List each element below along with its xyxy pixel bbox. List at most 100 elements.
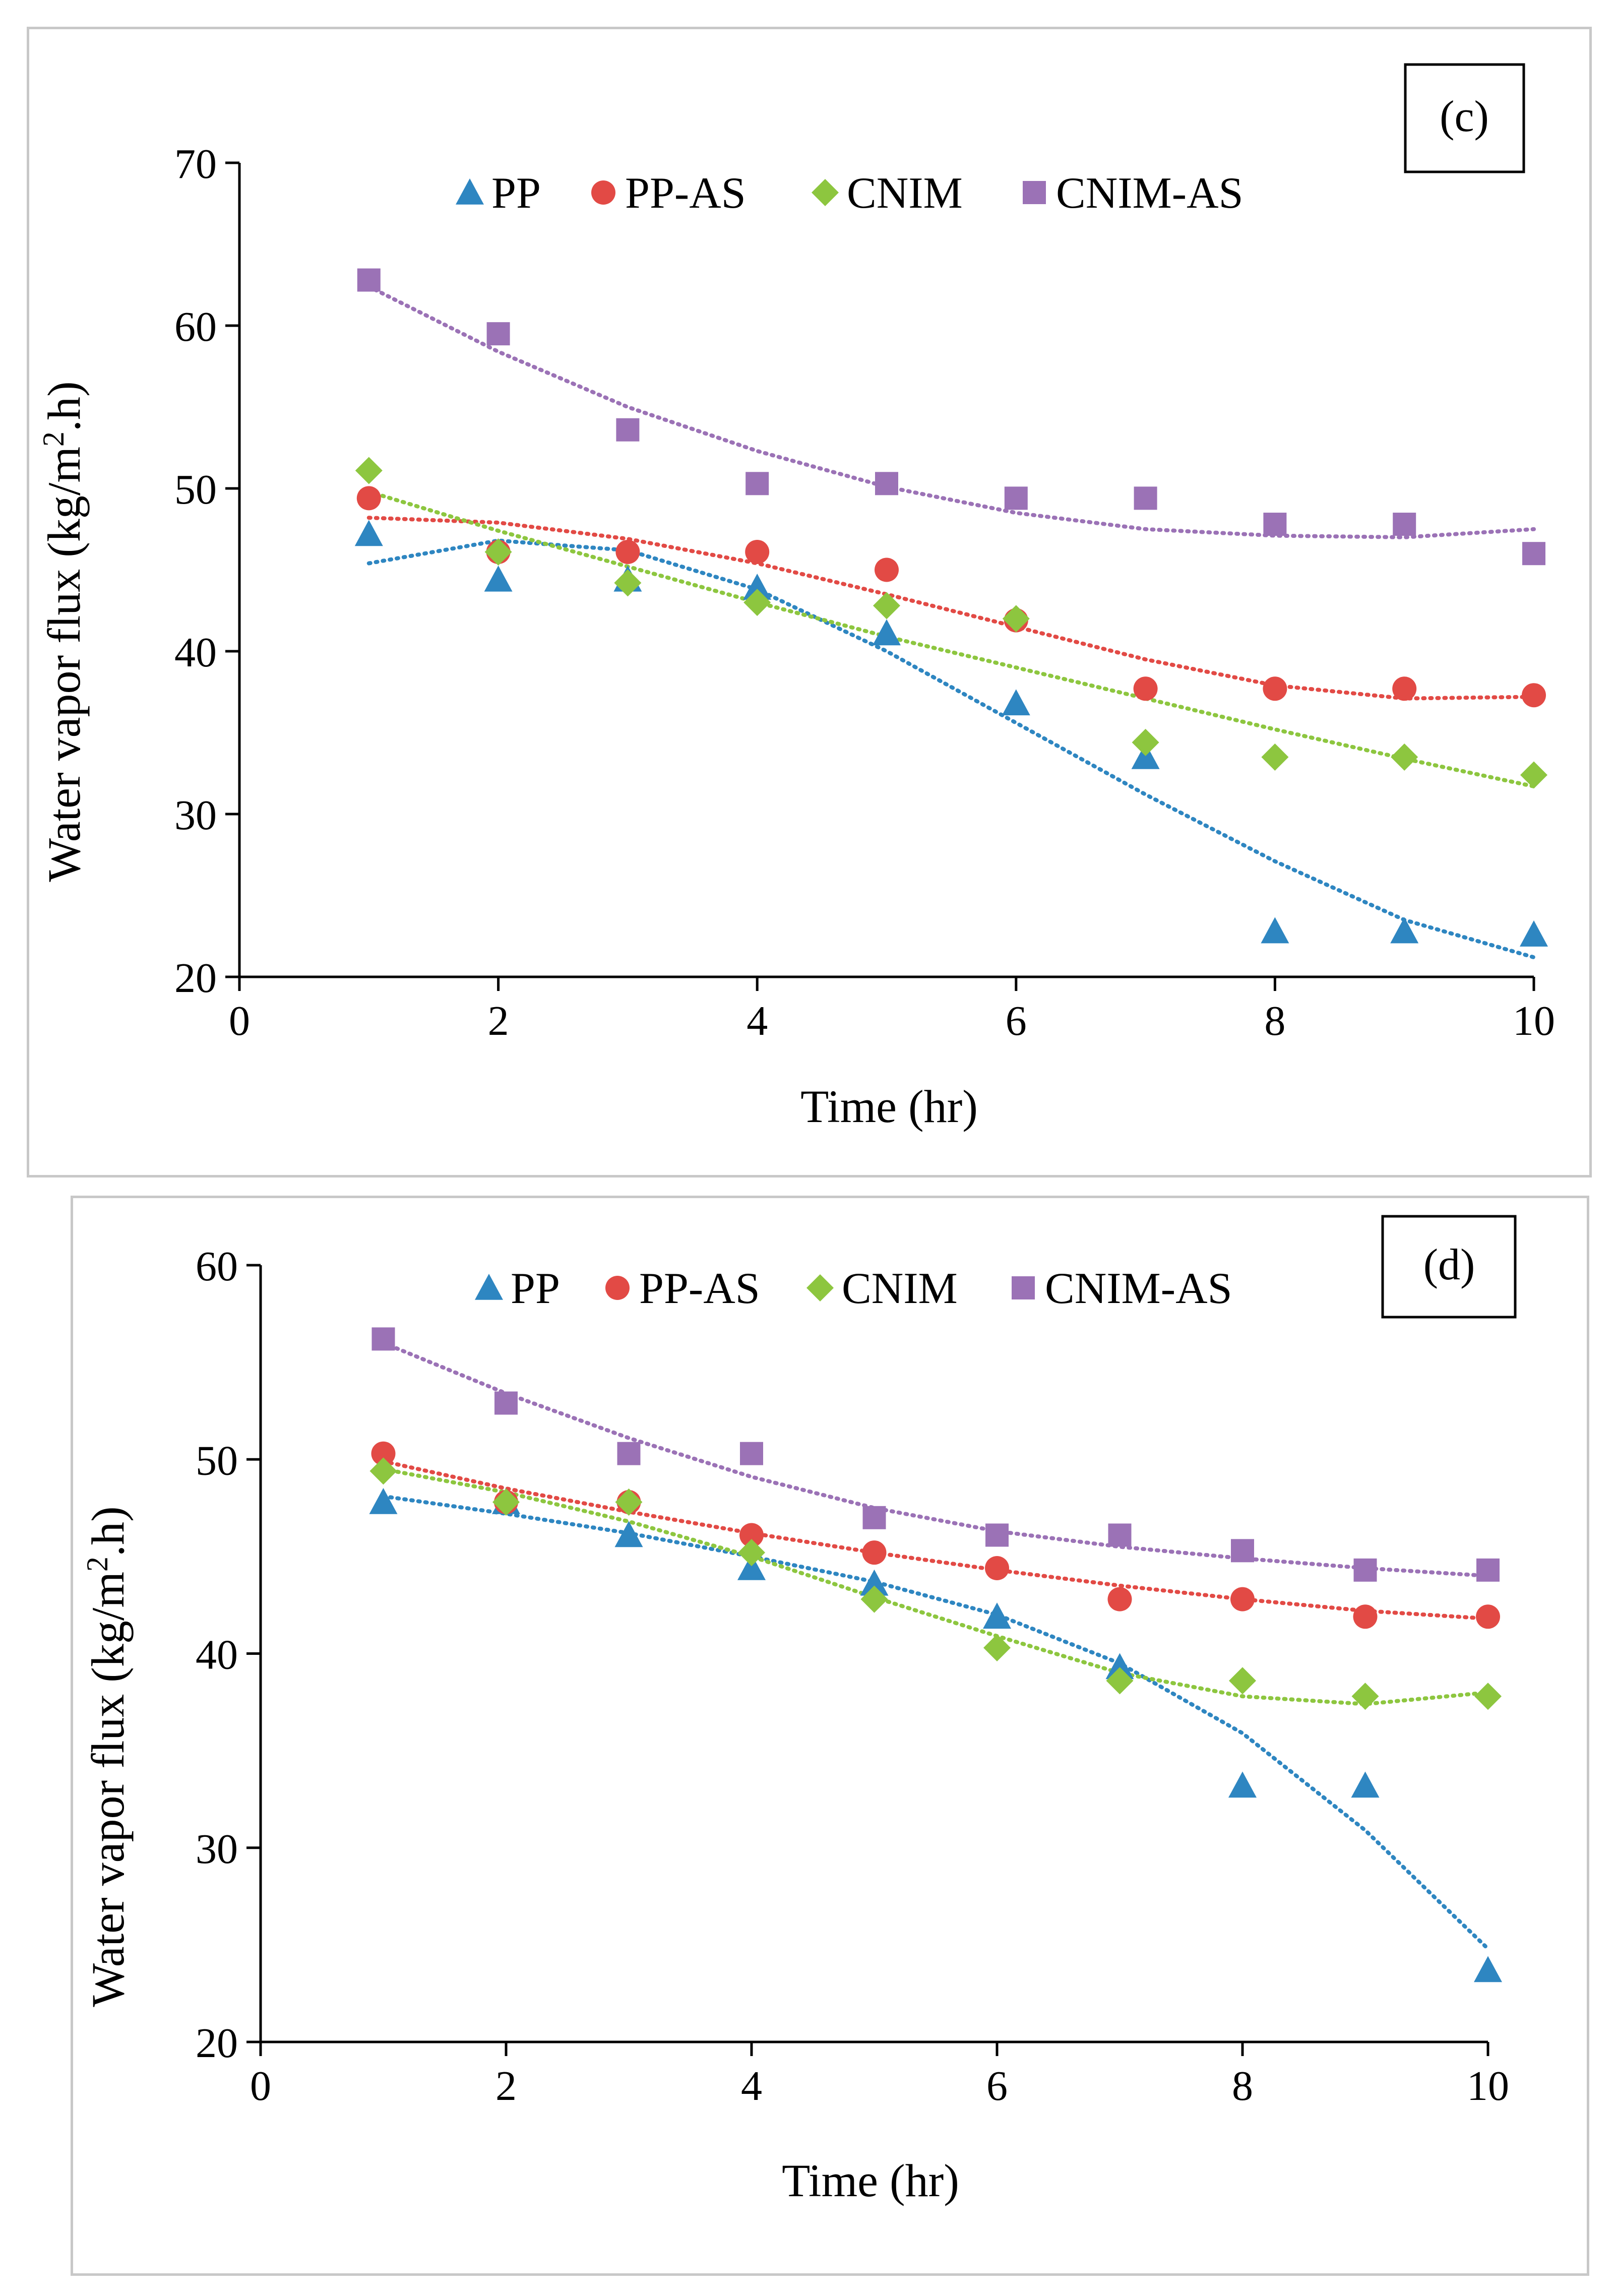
panel-d-legend-label-pp: PP (511, 1264, 560, 1313)
panel-c-legend: PP PP-AS CNIM CNIM-AS (456, 169, 1244, 218)
panel-d-label-box (1381, 1215, 1517, 1319)
panel-d-x-tick-label: 4 (741, 2063, 762, 2109)
panel-c-point-cnim (1520, 761, 1547, 789)
panel-c-x-axis-label: Time (hr) (800, 1081, 978, 1132)
panel-c-point-cnim-as (1263, 513, 1287, 536)
panel-c-point-cnim-as (486, 322, 510, 346)
panel-c-y-tick-label: 30 (174, 792, 217, 839)
panel-c-legend-label-cnim-as: CNIM-AS (1056, 169, 1244, 218)
panel-c-point-pp (354, 520, 383, 546)
panel-d-y-tick-label: 30 (196, 1826, 238, 1873)
panel-d-legend-label-cnim-as: CNIM-AS (1045, 1264, 1232, 1313)
panel-c-point-cnim (1261, 743, 1289, 771)
panel-d-data-points (369, 1327, 1502, 1982)
panel-c-point-cnim (1002, 605, 1030, 633)
panel-c-x-tick-label: 8 (1264, 998, 1285, 1044)
panel-c-x-tick-label: 2 (488, 998, 509, 1044)
panel-d-trendlines (381, 1341, 1490, 1951)
panel-d-point-cnim-as (617, 1442, 641, 1465)
panel-c-point-cnim-as (1004, 486, 1028, 510)
panel-c-trendline-pp-as (366, 516, 1536, 701)
panel-c-point-cnim-as (745, 472, 769, 495)
panel-c-trendline-cnim (366, 489, 1536, 789)
panel-c-y-tick-label: 70 (174, 141, 217, 188)
panel-d-point-cnim (1229, 1667, 1256, 1695)
panel-d-point-pp (983, 1602, 1011, 1629)
panel-d-point-pp (1474, 1956, 1502, 1982)
panel-c-point-pp (1261, 917, 1289, 944)
panel-c-trendlines (366, 284, 1536, 960)
panel-d-point-pp (614, 1521, 643, 1547)
panel-c-y-tick-label: 50 (174, 466, 217, 513)
panel-c-point-pp-as (615, 539, 640, 564)
panel-c-point-pp (743, 574, 772, 600)
panel-d-point-pp (1105, 1653, 1134, 1680)
panel-d-point-cnim (983, 1634, 1011, 1661)
panel-d-y-tick-label: 60 (196, 1243, 238, 1290)
panel-c-point-cnim-as (1134, 486, 1157, 510)
panel-d-point-cnim (492, 1488, 520, 1516)
panel-d-x-tick-label: 8 (1232, 2063, 1253, 2109)
panel-d-point-pp-as (1476, 1604, 1500, 1629)
panel-d-point-cnim-as (740, 1442, 763, 1465)
panel-c-legend-marker-pp-as (591, 180, 615, 205)
panel-d-point-pp (860, 1569, 889, 1596)
panel-d-point-pp (369, 1488, 398, 1514)
panel-d-trendline-pp (381, 1494, 1490, 1951)
panel-c-point-pp (484, 565, 513, 592)
panel-c-trendline-pp (366, 538, 1536, 960)
panel-d-y-tick-label: 20 (196, 2020, 238, 2067)
panel-d-trendline-pp-as (381, 1459, 1490, 1621)
panel-c-legend-label-cnim: CNIM (847, 169, 963, 218)
panel-d-legend-marker-pp-as (605, 1276, 630, 1300)
panel-d-point-pp-as (1353, 1604, 1378, 1629)
panel-c-point-pp (1002, 689, 1030, 716)
panel-d-point-pp (1228, 1771, 1257, 1798)
chart-panel-d: (d) Time (hr) Water vapor flux (kg/m2.h)… (81, 1215, 1517, 2206)
panel-d-x-tick-label: 2 (495, 2063, 517, 2109)
panel-c-point-pp-as (875, 557, 899, 582)
panel-c-point-cnim (873, 592, 900, 619)
panel-c-axes: 20 30 40 50 60 70 0 2 4 6 8 10 (174, 141, 1555, 1044)
panel-c-data-points (354, 268, 1548, 947)
panel-c-point-pp-as (1263, 676, 1287, 701)
panel-c-y-tick-label: 60 (174, 303, 217, 350)
panel-c-point-cnim-as (875, 472, 898, 495)
panel-c-point-cnim (1132, 728, 1159, 756)
panel-c-point-cnim-as (357, 268, 381, 292)
panel-d-x-tick-label: 6 (986, 2063, 1008, 2109)
panel-c-label: (c) (1440, 92, 1489, 141)
panel-d-point-pp-as (739, 1523, 764, 1547)
panel-c-point-pp-as (356, 486, 381, 511)
panel-c-point-pp (1520, 920, 1548, 947)
panel-c-trendline-cnim-as (366, 284, 1536, 539)
panel-d-x-tick-label: 0 (250, 2063, 271, 2109)
panel-d-point-cnim (1106, 1667, 1134, 1695)
panel-c-legend-marker-cnim-as (1023, 181, 1046, 204)
panel-d-point-cnim (1474, 1683, 1502, 1710)
panel-d-axes: 20 30 40 50 60 0 2 4 6 8 10 (196, 1243, 1509, 2109)
panel-d-legend-marker-cnim (806, 1274, 834, 1301)
panel-d-point-cnim-as (985, 1523, 1009, 1547)
panel-c-point-cnim-as (1393, 513, 1416, 536)
panel-c-x-tick-label: 10 (1513, 998, 1555, 1044)
panel-d-point-cnim (615, 1488, 643, 1516)
panel-d-point-pp-as (371, 1441, 396, 1466)
panel-d-point-pp-as (1107, 1587, 1132, 1611)
panel-d-point-cnim-as (494, 1391, 518, 1415)
panel-c-legend-marker-pp (456, 178, 484, 205)
panel-d-trendline-cnim-as (381, 1341, 1490, 1578)
panel-d-y-tick-label: 40 (196, 1632, 238, 1679)
panel-c-point-pp (873, 619, 901, 646)
panel-d-trendline-cnim (381, 1467, 1490, 1706)
panel-c-point-cnim (743, 589, 771, 616)
panel-d-point-cnim (1351, 1683, 1379, 1710)
panel-c-point-pp-as (1522, 683, 1546, 708)
panel-c-point-cnim (614, 569, 642, 597)
panel-d-x-axis-label: Time (hr) (782, 2155, 959, 2206)
panel-c-point-cnim (355, 457, 383, 484)
panel-d-point-cnim (738, 1539, 765, 1567)
panel-d-point-pp-as (862, 1540, 887, 1565)
panel-d-point-cnim (860, 1585, 888, 1613)
